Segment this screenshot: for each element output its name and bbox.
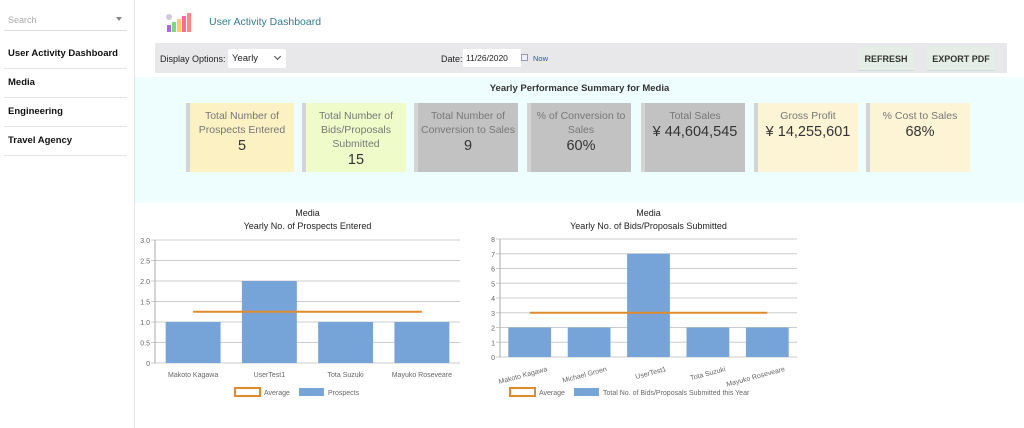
card-label: Total Number of Conversion to Sales [421,110,515,136]
y-tick-label: 2.5 [140,259,150,266]
x-tick-label: Tota Suzuki [690,366,727,382]
x-tick-label: Tota Suzuki [328,372,365,379]
y-tick-label: 1 [491,340,495,347]
x-tick-label: Mayuko Roseveare [392,372,452,379]
card-label: Total Number of Bids/Proposals Submitted [318,110,394,150]
y-tick-label: 8 [491,237,495,244]
legend-bar-label: Total No. of Bids/Proposals Submitted th… [603,390,750,397]
sidebar-item-media[interactable]: Media [4,69,127,98]
date-input[interactable]: 11/26/2020 [463,49,521,67]
legend-average-swatch [509,387,536,397]
summary-card: Total Number of Bids/Proposals Submitted… [302,103,406,172]
summary-card: Total Sales ¥ 44,604,545 [641,103,745,172]
bar [241,281,297,363]
card-value: 68% [905,124,935,140]
summary-title: Yearly Performance Summary for Media [489,83,670,94]
x-tick-label: Makoto Kagawa [168,372,218,379]
summary-card: Gross Profit ¥ 14,255,601 [754,103,858,172]
card-value: 9 [463,138,473,154]
calendar-icon[interactable] [521,54,528,61]
legend-bar-label: Prospects [328,390,360,397]
card-value: 5 [237,138,247,154]
y-tick-label: 3.0 [140,238,150,245]
y-tick-label: 0.5 [140,341,150,348]
summary-panel: Yearly Performance Summary for Media Tot… [135,77,1024,203]
bids-chart: Media Yearly No. of Bids/Proposals Submit… [491,208,797,397]
x-tick-label: UserTest1 [635,366,667,381]
x-tick-label: Michael Groen [562,366,608,385]
summary-card: % of Conversion to Sales 60% [527,103,631,172]
card-label: % Cost to Sales [882,110,958,122]
legend-average-label: Average [539,390,565,397]
bar [627,253,670,357]
x-tick-label: UserTest1 [254,372,286,379]
y-tick-label: 3 [491,311,495,318]
chart-title: Media [295,208,320,218]
y-tick-label: 6 [491,267,495,274]
x-tick-label: Mayuko Roseveare [726,366,786,388]
sidebar-item-travel-agency[interactable]: Travel Agency [4,127,127,156]
chart-title: Media [636,208,661,218]
card-value: ¥ 44,604,545 [652,124,738,140]
chart-subtitle: Yearly No. of Bids/Proposals Submitted [570,221,727,231]
card-label: % of Conversion to Sales [536,110,626,136]
y-tick-label: 0 [146,361,150,368]
caret-down-icon[interactable] [116,17,122,21]
bar [567,327,611,357]
y-tick-label: 7 [491,252,495,259]
display-options-label: Display Options: [160,54,226,64]
y-tick-label: 5 [491,281,495,288]
bar [686,327,730,357]
card-label: Gross Profit [780,110,836,122]
bar [318,322,374,363]
search-input[interactable]: Search [4,12,127,31]
card-value: ¥ 14,255,601 [765,124,851,140]
display-options-select[interactable]: Yearly [228,49,286,68]
y-tick-label: 4 [491,296,495,303]
x-tick-label: Makoto Kagawa [498,366,548,386]
prospects-chart: Media Yearly No. of Prospects Entered 0 0.5… [140,208,460,397]
chart-subtitle: Yearly No. of Prospects Entered [244,221,372,231]
summary-card: Total Number of Prospects Entered 5 [186,103,294,172]
chevron-down-icon [273,52,282,61]
date-label: Date: [441,54,463,64]
summary-card: Total Number of Conversion to Sales 9 [414,103,518,172]
y-tick-label: 1.0 [140,320,150,327]
y-tick-label: 1.5 [140,300,150,307]
card-label: Total Number of Prospects Entered [198,110,286,136]
search-placeholder: Search [8,15,37,25]
legend-average-swatch [234,387,261,397]
bar [165,322,221,363]
card-value: 15 [347,152,365,168]
bar [508,327,552,357]
y-tick-label: 2.0 [140,279,150,286]
sidebar-nav: User Activity Dashboard Media Engineerin… [4,40,127,156]
legend-average-label: Average [264,390,290,397]
card-label: Total Sales [669,110,721,122]
sidebar-item-engineering[interactable]: Engineering [4,98,127,127]
bar [745,327,789,357]
y-tick-label: 0 [491,355,495,362]
toolbar: Display Options: Yearly Date: 11/26/2020… [155,43,1007,73]
legend-bar-swatch [574,388,599,396]
sidebar-item-user-activity-dashboard[interactable]: User Activity Dashboard [4,40,127,69]
display-options-value: Yearly [232,53,259,64]
logo-icon [166,13,191,32]
bar [394,322,450,363]
now-link[interactable]: Now [533,54,549,63]
export-pdf-button[interactable]: EXPORT PDF [927,47,995,71]
y-tick-label: 2 [491,326,495,333]
card-value: 60% [566,138,596,154]
legend-bar-swatch [299,388,324,396]
summary-card: % Cost to Sales 68% [866,103,970,172]
refresh-button[interactable]: REFRESH [858,47,914,71]
page-title[interactable]: User Activity Dashboard [209,16,322,28]
sidebar: Search User Activity Dashboard Media Eng… [0,0,135,428]
